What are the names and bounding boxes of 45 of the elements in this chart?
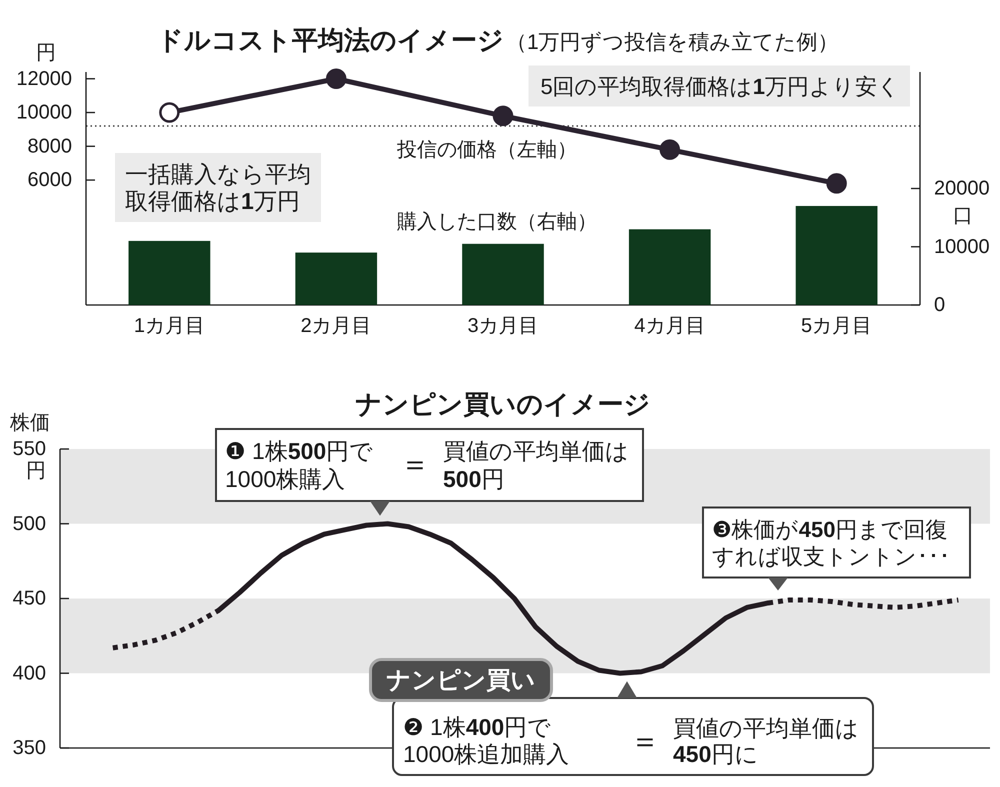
annotation: 一括購入なら平均取得価格は1万円 xyxy=(125,161,311,214)
bar xyxy=(628,229,711,305)
x-tick-label: 2カ月目 xyxy=(300,315,372,337)
bar xyxy=(462,244,544,305)
y2-axis-title: 口 xyxy=(953,205,973,227)
x-tick-label: 1カ月目 xyxy=(134,315,205,337)
x-tick-label: 4カ月目 xyxy=(634,315,706,337)
y2-tick-label: 10000 xyxy=(934,236,990,258)
annotation: ＝ xyxy=(400,448,430,480)
annotation: ❷ 1株400円で1000株追加購入 xyxy=(403,714,570,767)
annotation: ❸株価が450円まで回復すれば収支トントン･･･ xyxy=(712,516,950,568)
annotation: ❶ 1株500円で1000株購入 xyxy=(225,438,374,492)
point xyxy=(826,173,847,194)
annotation: ナンピン買い xyxy=(386,666,536,694)
annotation: 買値の平均単価は500円 xyxy=(443,438,629,492)
y-tick-label: 500 xyxy=(12,512,46,535)
series-label: 購入した口数（右軸） xyxy=(397,211,597,233)
annotation: 買値の平均単価は450円に xyxy=(673,715,859,767)
x-tick-label: 3カ月目 xyxy=(467,315,539,337)
series-label: 投信の価格（左軸） xyxy=(396,139,577,161)
y-tick-label: 12000 xyxy=(16,68,72,90)
y-tick-label: 6000 xyxy=(28,169,72,192)
bar xyxy=(128,240,210,305)
annotation: ＝ xyxy=(630,724,660,758)
y-tick-label: 10000 xyxy=(16,102,72,124)
bar xyxy=(295,252,378,305)
point xyxy=(492,106,514,126)
chart-title: ドルコスト平均法のイメージ xyxy=(157,25,504,55)
y2-tick-label: 0 xyxy=(934,294,946,316)
y-tick-label: 550円 xyxy=(12,438,46,482)
y-tick-label: 400 xyxy=(12,662,46,684)
point xyxy=(660,139,680,160)
ref-line-label: 5回の平均取得価格は1万円より安く xyxy=(540,74,900,98)
point xyxy=(326,68,346,90)
chart-subtitle: （1万円ずつ投信を積み立てた例） xyxy=(506,30,839,54)
chart-title: ナンピン買いのイメージ xyxy=(356,389,650,419)
y-tick-label: 8000 xyxy=(28,135,72,158)
x-tick-label: 5カ月目 xyxy=(801,315,872,337)
y-tick-label: 350 xyxy=(12,737,46,759)
y-tick-label: 450 xyxy=(12,588,46,610)
y2-tick-label: 20000 xyxy=(934,178,990,200)
y-axis-title: 株価 xyxy=(9,412,50,434)
point xyxy=(159,102,180,123)
y-axis-title: 円 xyxy=(36,42,56,64)
bar xyxy=(796,206,878,305)
